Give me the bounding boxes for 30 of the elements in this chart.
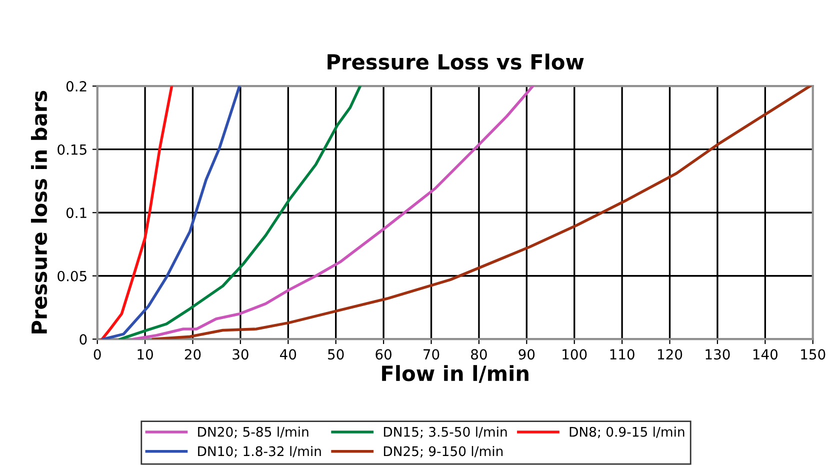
x-tick-label: 110 (610, 349, 634, 360)
x-tick-label: 70 (424, 349, 440, 360)
x-tick-label: 20 (184, 349, 201, 360)
x-tick-label: 140 (753, 349, 778, 360)
line-series (152, 86, 812, 340)
y-tick-label: 0.05 (58, 270, 86, 282)
legend-label: DN25; 9-150 l/min (384, 446, 503, 458)
x-tick-label: 130 (706, 349, 730, 360)
x-tick-label: 30 (232, 349, 248, 360)
y-tick-label: 0.1 (66, 208, 86, 218)
y-tick-label: 0 (80, 334, 87, 345)
legend-label: DN20; 5-85 l/min (198, 426, 308, 438)
y-tick-label: 0.2 (66, 81, 86, 92)
x-tick-label: 150 (801, 349, 826, 360)
x-tick-label: 40 (280, 349, 296, 360)
x-tick-label: 60 (376, 349, 392, 360)
x-tick-label: 0 (94, 349, 101, 360)
legend-label: DN15; 3.5-50 l/min (384, 426, 507, 438)
x-tick-label: 90 (518, 349, 535, 360)
y-axis-title: Pressure loss in bars (30, 90, 48, 334)
x-tick-label: 10 (138, 349, 153, 360)
x-tick-label: 120 (658, 349, 682, 360)
chart-title: Pressure Loss vs Flow (328, 54, 584, 70)
legend-label: DN10; 1.8-32 l/min (198, 446, 321, 458)
x-axis-title: Flow in l/min (382, 365, 528, 383)
legend-label: DN8; 0.9-15 l/min (570, 426, 684, 438)
x-tick-label: 80 (471, 349, 487, 360)
x-tick-label: 100 (562, 349, 587, 360)
x-tick-label: 50 (328, 349, 344, 360)
y-tick-label: 0.15 (58, 144, 86, 155)
